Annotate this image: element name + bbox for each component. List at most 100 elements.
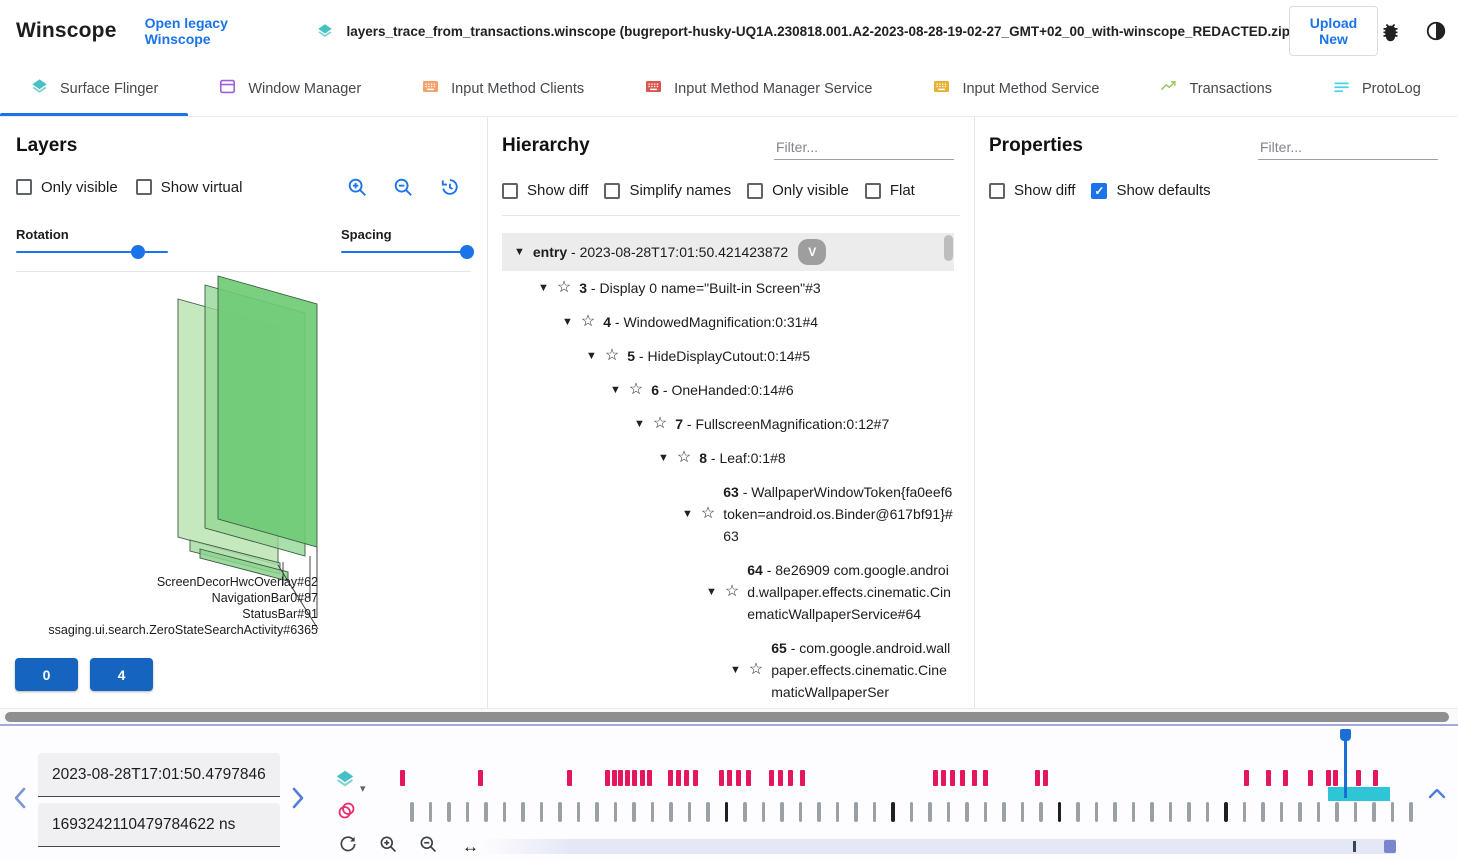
- dark-mode-icon[interactable]: [1424, 17, 1448, 45]
- tree-node-4[interactable]: ▼ ☆ 4 - WindowedMagnification:0:31#4: [502, 305, 954, 339]
- open-legacy-link[interactable]: Open legacy Winscope: [144, 15, 228, 47]
- transaction-event-tick[interactable]: [1057, 802, 1061, 822]
- transaction-event-tick[interactable]: [1409, 802, 1413, 822]
- sf-trace-event-mark[interactable]: [618, 770, 623, 786]
- timeline-selection-range[interactable]: [1328, 787, 1390, 801]
- hierarchy-simplify-names-checkbox[interactable]: Simplify names: [604, 182, 731, 199]
- sf-trace-event-mark[interactable]: [960, 770, 965, 786]
- checkbox-box[interactable]: [747, 182, 764, 199]
- sf-trace-event-mark[interactable]: [950, 770, 955, 786]
- sf-trace-event-mark[interactable]: [1043, 770, 1048, 786]
- sf-trace-event-mark[interactable]: [933, 770, 938, 786]
- trace-selector-caret-icon[interactable]: ▾: [360, 783, 366, 795]
- transaction-event-tick[interactable]: [687, 802, 691, 822]
- pin-star-icon[interactable]: ☆: [676, 449, 692, 466]
- transaction-event-tick[interactable]: [1020, 802, 1024, 822]
- transaction-event-tick[interactable]: [484, 802, 488, 822]
- expand-arrow-icon[interactable]: ▼: [562, 316, 573, 328]
- timeline-zoom-out-icon[interactable]: [418, 834, 438, 859]
- checkbox-box[interactable]: [604, 182, 621, 199]
- transaction-event-tick[interactable]: [724, 802, 728, 822]
- tab-tr[interactable]: Tr: [1451, 62, 1458, 116]
- checkbox-box[interactable]: [16, 179, 32, 195]
- transaction-event-tick[interactable]: [780, 802, 784, 822]
- reset-view-icon[interactable]: [435, 173, 463, 201]
- timeline-cursor[interactable]: [1340, 729, 1351, 798]
- transaction-event-tick[interactable]: [965, 802, 969, 822]
- transaction-event-tick[interactable]: [1168, 802, 1172, 822]
- previous-entry-button[interactable]: [10, 784, 32, 812]
- expand-arrow-icon[interactable]: ▼: [730, 664, 741, 676]
- transaction-event-tick[interactable]: [835, 802, 839, 822]
- transaction-event-tick[interactable]: [743, 802, 747, 822]
- sf-trace-event-mark[interactable]: [478, 770, 483, 786]
- transaction-event-tick[interactable]: [465, 802, 469, 822]
- expand-arrow-icon[interactable]: ▼: [682, 508, 693, 520]
- tab-window-manager[interactable]: Window Manager: [188, 62, 391, 116]
- sf-trace-event-mark[interactable]: [769, 770, 774, 786]
- timestamp-ns-input[interactable]: [38, 803, 280, 847]
- transaction-event-tick[interactable]: [669, 802, 673, 822]
- sf-trace-event-mark[interactable]: [632, 770, 637, 786]
- spacing-slider[interactable]: [341, 245, 475, 259]
- checkbox-box[interactable]: [989, 182, 1005, 199]
- properties-show-diff-checkbox[interactable]: Show diff: [989, 182, 1075, 199]
- rotation-slider-thumb[interactable]: [130, 245, 145, 259]
- hierarchy-filter-input[interactable]: [774, 135, 954, 160]
- sf-trace-event-mark[interactable]: [727, 770, 732, 786]
- transaction-event-tick[interactable]: [1076, 802, 1080, 822]
- tree-node-7[interactable]: ▼ ☆ 7 - FullscreenMagnification:0:12#7: [502, 407, 954, 441]
- transaction-event-tick[interactable]: [613, 802, 617, 822]
- tab-input-method-service[interactable]: Input Method Service: [902, 62, 1129, 116]
- tree-node-64[interactable]: ▼ ☆ 64 - 8e26909 com.google.android.wallpa…: [502, 553, 954, 631]
- sf-trace-event-mark[interactable]: [778, 770, 783, 786]
- sf-trace-event-mark[interactable]: [1356, 770, 1361, 786]
- next-entry-button[interactable]: [288, 784, 310, 812]
- checkbox-box[interactable]: [864, 182, 881, 199]
- sf-trace-event-mark[interactable]: [1266, 770, 1271, 786]
- sf-trace-event-mark[interactable]: [972, 770, 977, 786]
- transaction-event-tick[interactable]: [854, 802, 858, 822]
- transaction-event-tick[interactable]: [1224, 802, 1228, 822]
- sf-trace-event-mark[interactable]: [746, 770, 751, 786]
- sf-trace-event-mark[interactable]: [983, 770, 988, 786]
- sf-trace-event-mark[interactable]: [1333, 770, 1338, 786]
- surfaceflinger-track[interactable]: [400, 770, 1430, 788]
- sf-trace-event-mark[interactable]: [625, 770, 630, 786]
- transaction-event-tick[interactable]: [1390, 802, 1394, 822]
- transaction-event-tick[interactable]: [1335, 802, 1339, 822]
- transaction-event-tick[interactable]: [909, 802, 913, 822]
- tree-node-65[interactable]: ▼ ☆ 65 - com.google.android.wallpaper.effe…: [502, 631, 954, 708]
- transaction-event-tick[interactable]: [1261, 802, 1265, 822]
- transaction-event-tick[interactable]: [410, 802, 414, 822]
- sf-trace-event-mark[interactable]: [400, 770, 405, 786]
- rotation-slider[interactable]: [16, 245, 168, 259]
- transaction-event-tick[interactable]: [1353, 802, 1357, 822]
- tab-input-method-clients[interactable]: Input Method Clients: [391, 62, 614, 116]
- transactions-track[interactable]: [400, 802, 1430, 824]
- zoom-range-thumb[interactable]: [1384, 840, 1396, 853]
- transactions-trace-row-icon[interactable]: [336, 800, 357, 826]
- pin-star-icon[interactable]: ☆: [700, 505, 716, 522]
- sf-trace-event-mark[interactable]: [684, 770, 689, 786]
- tab-protolog[interactable]: ProtoLog: [1302, 62, 1451, 116]
- sf-trace-event-mark[interactable]: [693, 770, 698, 786]
- sf-trace-row-icon[interactable]: [334, 768, 356, 795]
- layers-only-visible-checkbox[interactable]: Only visible: [16, 179, 118, 196]
- layers-show-virtual-checkbox[interactable]: Show virtual: [135, 179, 242, 196]
- sf-trace-event-mark[interactable]: [567, 770, 572, 786]
- transaction-event-tick[interactable]: [558, 802, 562, 822]
- expand-arrow-icon[interactable]: ▼: [706, 586, 717, 598]
- sf-trace-event-mark[interactable]: [1244, 770, 1249, 786]
- bug-report-icon[interactable]: [1378, 17, 1402, 45]
- sf-trace-event-mark[interactable]: [668, 770, 673, 786]
- tab-transactions[interactable]: Transactions: [1129, 62, 1301, 116]
- sf-trace-event-mark[interactable]: [1283, 770, 1288, 786]
- transaction-event-tick[interactable]: [1002, 802, 1006, 822]
- transaction-event-tick[interactable]: [1205, 802, 1209, 822]
- timeline-zoom-range-slider[interactable]: [480, 839, 1396, 854]
- transaction-event-tick[interactable]: [1316, 802, 1320, 822]
- timestamp-human-input[interactable]: [38, 753, 280, 797]
- transaction-event-tick[interactable]: [1298, 802, 1302, 822]
- expand-arrow-icon[interactable]: ▼: [634, 418, 645, 430]
